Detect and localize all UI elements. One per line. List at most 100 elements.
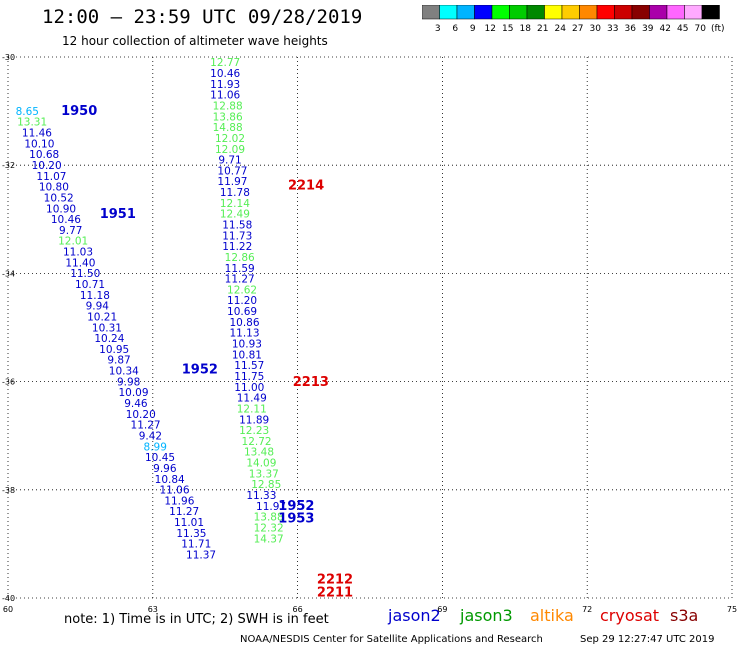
color-scale-label: 70 [695, 24, 707, 34]
wave-height-value: 9.42 [139, 430, 162, 442]
color-scale-label: (ft) [711, 24, 725, 34]
color-scale-label: 24 [555, 24, 567, 34]
pass-time-label: 2213 [293, 375, 329, 390]
wave-height-value: 11.33 [246, 490, 276, 502]
color-scale-label: 15 [502, 24, 513, 34]
wave-height-value: 11.40 [65, 257, 95, 269]
y-tick-label: -40 [2, 594, 15, 603]
credit-timestamp: Sep 29 12:27:47 UTC 2019 [580, 634, 715, 645]
y-tick-label: -34 [2, 269, 15, 278]
wave-height-value: 11.03 [63, 247, 93, 259]
wave-height-value: 11.35 [176, 528, 206, 540]
wave-height-value: 11.37 [186, 550, 216, 562]
wave-height-value: 12.49 [220, 209, 250, 221]
x-tick-label: 66 [293, 605, 303, 614]
wave-height-value: 10.80 [39, 182, 69, 194]
wave-height-value: 11.07 [36, 171, 66, 183]
color-swatch [701, 5, 720, 20]
wave-height-value: 12.14 [220, 198, 250, 210]
wave-height-value: 10.84 [155, 474, 185, 486]
wave-height-value: 11.50 [70, 268, 100, 280]
satellite-altika: altika [530, 606, 574, 625]
satellite-s3a: s3a [670, 606, 699, 625]
wave-height-value: 10.24 [94, 333, 124, 345]
wave-height-value: 12.62 [227, 284, 257, 296]
wave-height-value: 13.37 [249, 468, 279, 480]
wave-height-value: 13.31 [17, 117, 47, 129]
pass-time-label: 1952 [278, 499, 314, 514]
wave-height-value: 9.71 [218, 155, 241, 167]
wave-height-value: 10.34 [109, 366, 139, 378]
color-scale-label: 33 [607, 24, 618, 34]
wave-height-value: 10.81 [232, 349, 262, 361]
wave-height-value: 11.71 [181, 539, 211, 551]
wave-height-value: 12.01 [58, 236, 88, 248]
wave-height-value: 11.18 [80, 290, 110, 302]
wave-height-value: 11.93 [210, 79, 240, 91]
pass-time-label: 1950 [61, 104, 97, 119]
wave-height-value: 14.88 [213, 122, 243, 134]
wave-height-value: 11.58 [222, 219, 252, 231]
color-scale-label: 30 [590, 24, 602, 34]
wave-height-value: 12.02 [215, 133, 245, 145]
footnote: note: 1) Time is in UTC; 2) SWH is in fe… [64, 612, 329, 627]
pass-time-label: 2214 [288, 179, 324, 194]
wave-height-value: 10.86 [229, 317, 259, 329]
wave-height-value: 12.77 [210, 57, 240, 69]
credit-line: NOAA/NESDIS Center for Satellite Applica… [240, 634, 543, 645]
wave-height-value: 9.77 [59, 225, 82, 237]
wave-height-value: 10.95 [99, 344, 129, 356]
y-tick-label: -36 [2, 378, 15, 387]
wave-height-value: 14.09 [246, 458, 276, 470]
wave-height-value: 11.46 [22, 128, 52, 140]
wave-height-value: 11.00 [234, 382, 264, 394]
pass-time-label: 1952 [182, 362, 218, 377]
pass-time-label: 2212 [317, 572, 353, 587]
pass-time-label: 2211 [317, 585, 353, 600]
color-scale-label: 27 [572, 24, 583, 34]
wave-height-value: 12.32 [254, 522, 284, 534]
color-scale-label: 42 [660, 24, 671, 34]
wave-height-value: 12.23 [239, 425, 269, 437]
wave-height-value: 10.46 [51, 214, 81, 226]
wave-height-value: 13.86 [213, 111, 243, 123]
color-scale-label: 12 [485, 24, 496, 34]
wave-height-value: 11.97 [217, 176, 247, 188]
wave-height-value: 13.48 [244, 447, 274, 459]
x-tick-label: 75 [727, 605, 737, 614]
wave-height-value: 11.06 [159, 485, 189, 497]
wave-height-value: 9.98 [117, 376, 140, 388]
color-scale-label: 6 [452, 24, 458, 34]
y-tick-label: -30 [2, 53, 15, 62]
wave-height-value: 8.99 [144, 441, 167, 453]
wave-height-value: 10.31 [92, 322, 122, 334]
x-tick-label: 63 [148, 605, 158, 614]
wave-height-value: 12.86 [225, 252, 255, 264]
wave-height-value: 11.20 [227, 295, 257, 307]
color-scale-label: 36 [625, 24, 637, 34]
wave-height-value: 9.96 [153, 463, 177, 475]
wave-height-value: 9.46 [124, 398, 148, 410]
wave-height-value: 11.13 [229, 328, 259, 340]
wave-height-value: 10.71 [75, 279, 105, 291]
wave-height-value: 10.20 [32, 160, 62, 172]
y-tick-label: -38 [2, 486, 15, 495]
wave-height-value: 12.88 [213, 100, 243, 112]
wave-height-value: 10.77 [217, 165, 247, 177]
wave-height-value: 11.96 [164, 495, 194, 507]
x-tick-label: 69 [437, 605, 447, 614]
wave-height-value: 10.52 [44, 192, 74, 204]
wave-height-value: 10.69 [227, 306, 257, 318]
color-scale-label: 3 [435, 24, 441, 34]
wave-height-value: 10.45 [145, 452, 175, 464]
wave-height-value: 11.22 [222, 241, 252, 253]
wave-height-value: 11.27 [225, 274, 255, 286]
wave-height-value: 10.20 [126, 409, 156, 421]
wave-height-value: 9.94 [86, 301, 110, 313]
wave-height-value: 11.59 [225, 263, 255, 275]
color-scale-label: 9 [470, 24, 476, 34]
wave-height-value: 11.27 [131, 420, 161, 432]
wave-height-value: 12.11 [237, 403, 267, 415]
wave-height-value: 11.75 [234, 371, 264, 383]
